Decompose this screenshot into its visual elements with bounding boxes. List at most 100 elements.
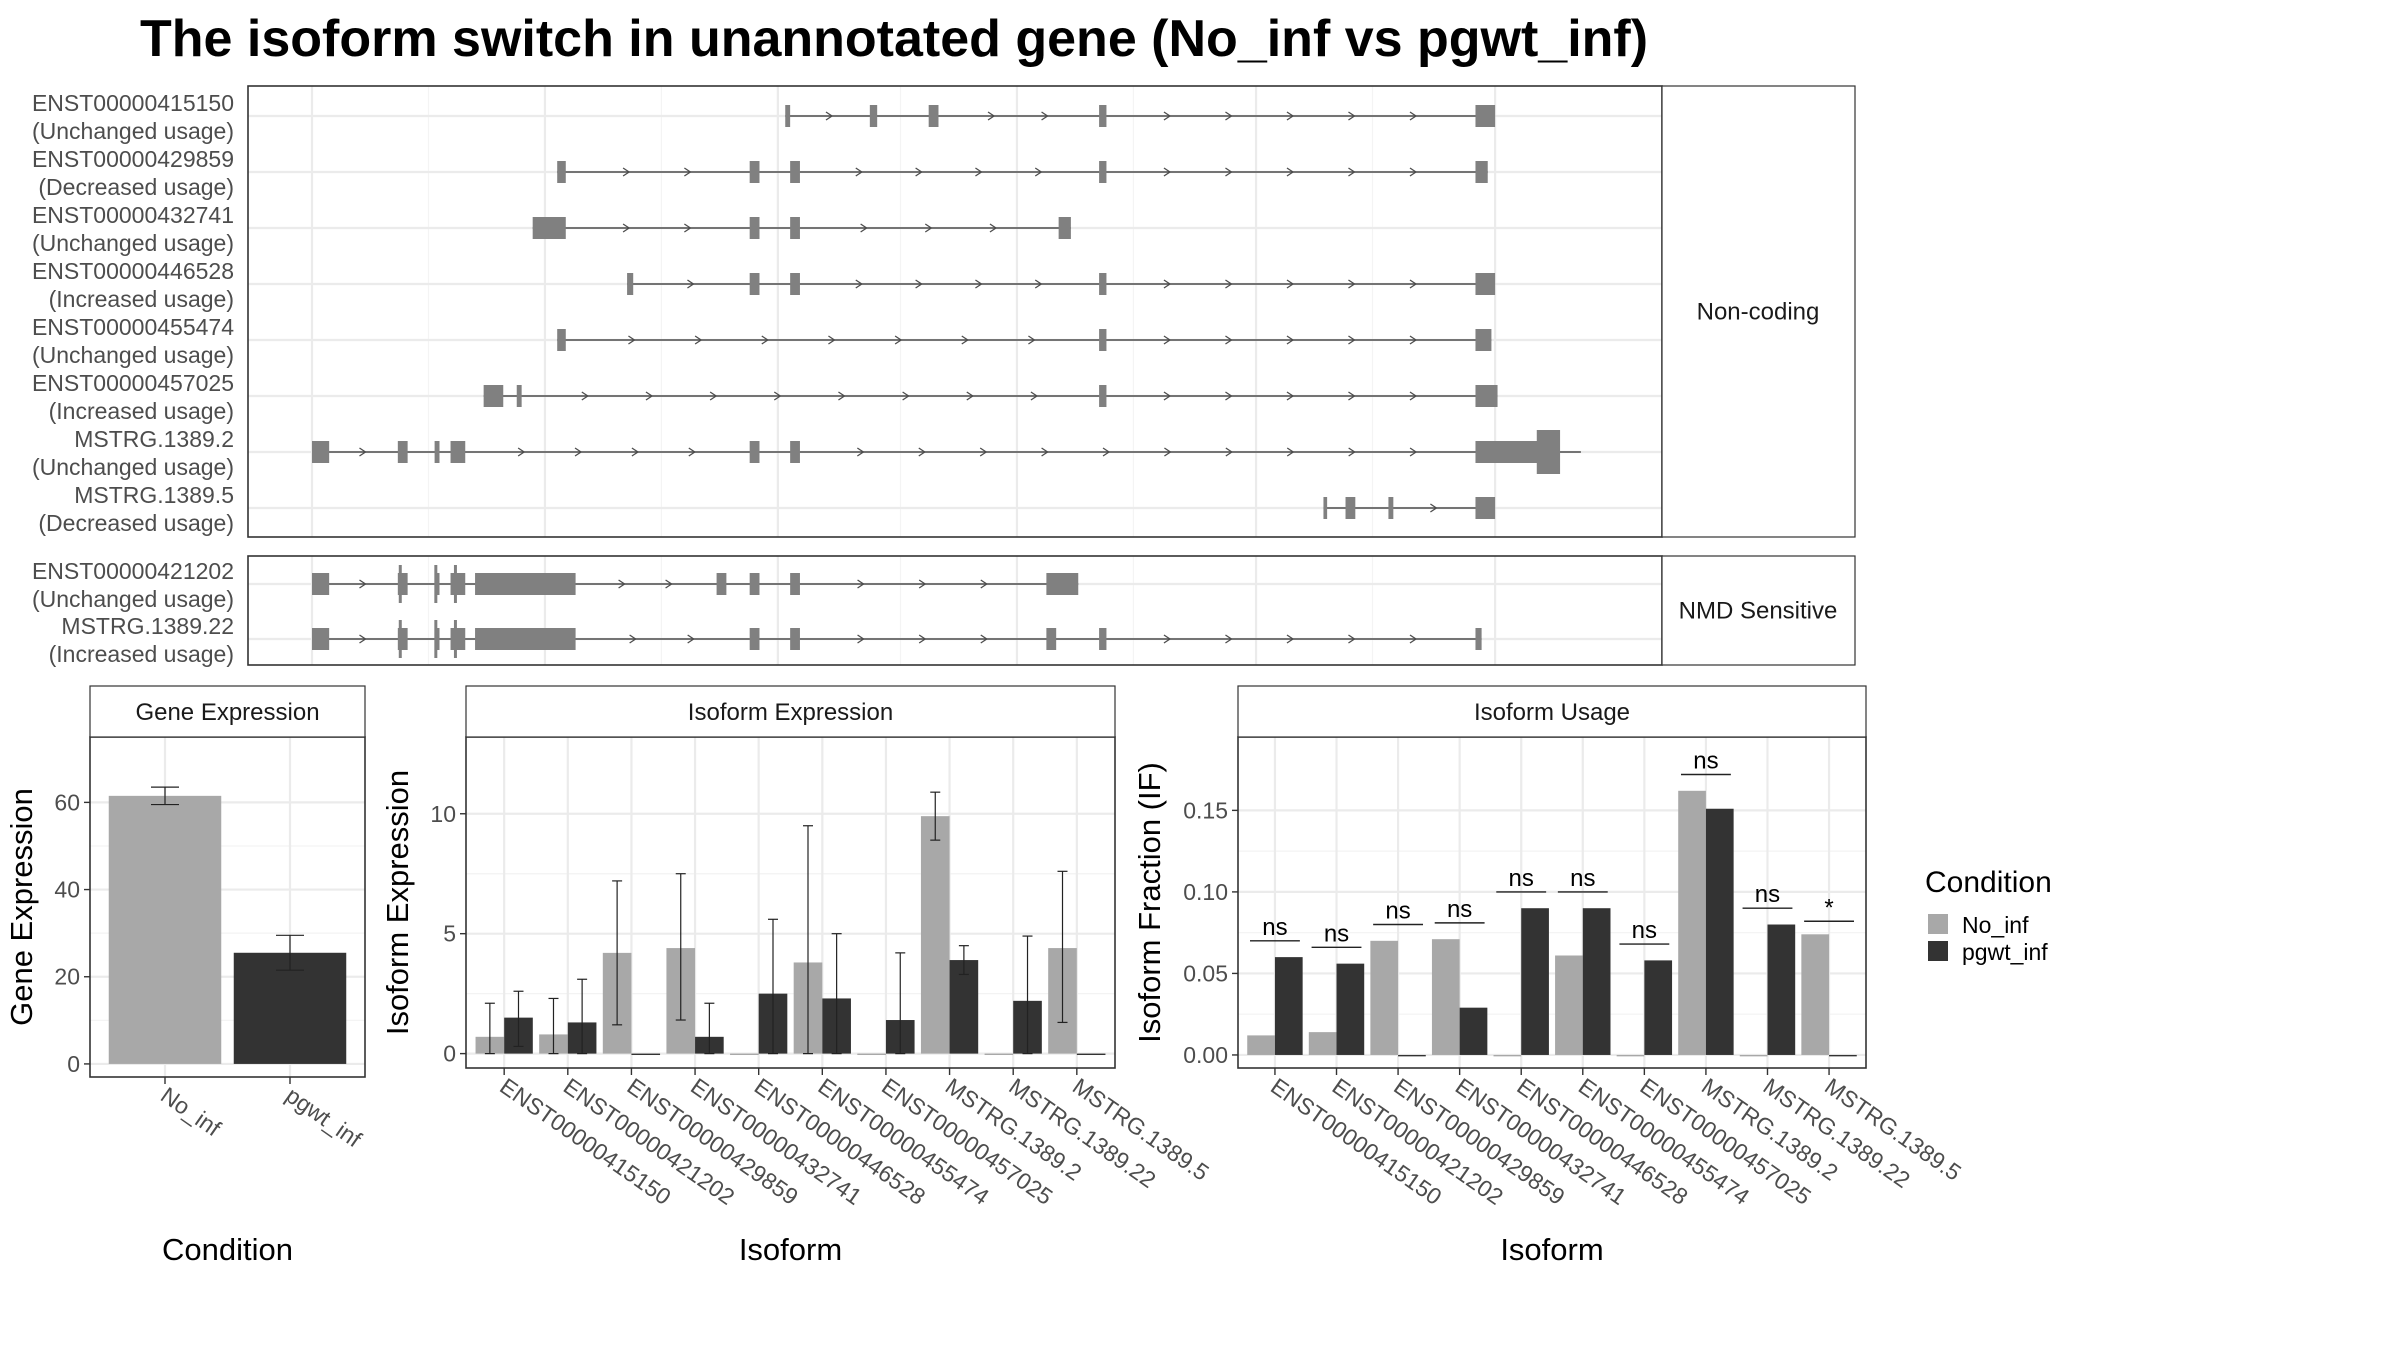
bar-No-inf: [1801, 934, 1830, 1055]
bar-No-inf: [1678, 790, 1706, 1055]
exon: [1475, 273, 1496, 295]
intron-arrow: [1225, 391, 1233, 401]
bar-No-inf: [730, 1053, 759, 1056]
bar-pgwt-inf: [949, 960, 979, 1054]
exon: [785, 105, 791, 127]
exon: [557, 329, 566, 351]
intron-arrow: [773, 391, 782, 401]
exon: [1475, 497, 1496, 519]
intron-arrow: [975, 167, 983, 177]
exon: [450, 441, 466, 463]
bar-pgwt-inf: [1398, 1054, 1426, 1057]
y-tick-label: 0.10: [1183, 879, 1228, 905]
transcript-usage-label: (Increased usage): [49, 641, 234, 667]
plot-background: [466, 737, 1115, 1068]
bar-No-inf: [1739, 1054, 1768, 1057]
intron-arrow: [1348, 111, 1356, 121]
facet-strip: [1661, 85, 1856, 538]
strip-label: Gene Expression: [135, 699, 319, 726]
intron-arrow: [1225, 447, 1234, 457]
transcript-usage-label: (Increased usage): [49, 398, 234, 424]
intron-arrow: [622, 223, 631, 233]
intron-arrow: [1286, 279, 1295, 289]
transcript-id-label: MSTRG.1389.2: [74, 426, 234, 452]
exon: [516, 385, 522, 407]
intron-arrow: [857, 634, 865, 644]
y-axis-title: Gene Expression: [4, 788, 39, 1026]
y-tick-label: 0.15: [1183, 797, 1228, 823]
intron-arrow: [684, 167, 692, 177]
y-tick-label: 0.00: [1183, 1042, 1228, 1068]
exon: [627, 273, 634, 295]
transcript-id-label: ENST00000457025: [32, 370, 234, 396]
bar-No-inf: [1555, 955, 1583, 1055]
significance-label: ns: [1324, 920, 1349, 947]
bar: [233, 952, 347, 1064]
legend-swatch-pgwt-inf: [1928, 941, 1948, 961]
transcript-id-label: MSTRG.1389.22: [61, 613, 234, 639]
intron-arrow: [359, 579, 367, 589]
bar-pgwt-inf: [631, 1053, 661, 1056]
exon: [749, 441, 760, 463]
exon: [1475, 161, 1488, 183]
intron-arrow: [980, 579, 988, 589]
y-tick-label: 0: [443, 1041, 456, 1067]
intron-arrow: [1409, 447, 1418, 457]
intron-arrow: [688, 447, 696, 457]
exon: [749, 573, 760, 595]
gene-expression-panel: 0 20 40 60 No_inf pgwt_inf Gene Expression Cond…: [4, 685, 367, 1267]
intron-arrow: [517, 447, 526, 457]
exon: [557, 161, 566, 183]
intron-arrow: [1041, 447, 1049, 457]
isoform-usage-panel: 0.000.050.100.15ENST00000415150ENST00000…: [1132, 685, 1966, 1267]
exon: [1058, 217, 1071, 239]
transcript-structure-panel: ENST00000415150(Unchanged usage)ENST0000…: [32, 85, 1856, 667]
intron-arrow: [581, 391, 589, 401]
significance-label: *: [1824, 894, 1833, 921]
intron-arrow: [1348, 167, 1356, 177]
exon: [312, 628, 330, 650]
exon: [749, 273, 760, 295]
transcript-id-label: ENST00000415150: [32, 90, 234, 116]
intron-arrow: [918, 579, 927, 589]
exon: [1475, 105, 1496, 127]
exon: [1099, 105, 1107, 127]
exon: [312, 441, 330, 463]
bar-pgwt-inf: [1829, 1054, 1857, 1057]
y-tick-label: 10: [430, 801, 456, 827]
exon: [1475, 441, 1538, 463]
bar-pgwt-inf: [1336, 963, 1365, 1055]
bar-No-inf: [1247, 1035, 1275, 1055]
intron-arrow: [1163, 111, 1172, 121]
bar-pgwt-inf: [1767, 924, 1796, 1055]
intron-arrow: [1225, 167, 1233, 177]
intron-arrow: [622, 167, 631, 177]
exon: [749, 217, 760, 239]
intron-arrow: [1028, 335, 1036, 345]
exon: [749, 161, 760, 183]
intron-arrow: [1348, 634, 1356, 644]
intron-arrow: [1225, 279, 1233, 289]
intron-arrow: [1163, 335, 1172, 345]
intron-arrow: [1430, 503, 1438, 513]
intron-arrow: [694, 335, 703, 345]
intron-arrow: [1164, 447, 1172, 457]
intron-arrow: [894, 335, 903, 345]
facet-strip-label: NMD Sensitive: [1679, 598, 1838, 625]
strip: [1237, 685, 1867, 738]
exon: [790, 273, 800, 295]
significance-label: ns: [1262, 914, 1287, 941]
intron-arrow: [761, 335, 769, 345]
exon: [1475, 385, 1498, 407]
exon: [1099, 628, 1107, 650]
intron-arrow: [855, 279, 863, 289]
intron-arrow: [1225, 111, 1233, 121]
exon: [450, 628, 466, 650]
intron-arrow: [1286, 634, 1295, 644]
bar-No-inf: [1370, 940, 1399, 1055]
intron-arrow: [1034, 167, 1043, 177]
exon: [434, 441, 440, 463]
isoform-expression-panel: 0510ENST00000415150ENST00000421202ENST00…: [380, 685, 1214, 1267]
exon: [1475, 329, 1492, 351]
intron-arrow: [1163, 634, 1172, 644]
